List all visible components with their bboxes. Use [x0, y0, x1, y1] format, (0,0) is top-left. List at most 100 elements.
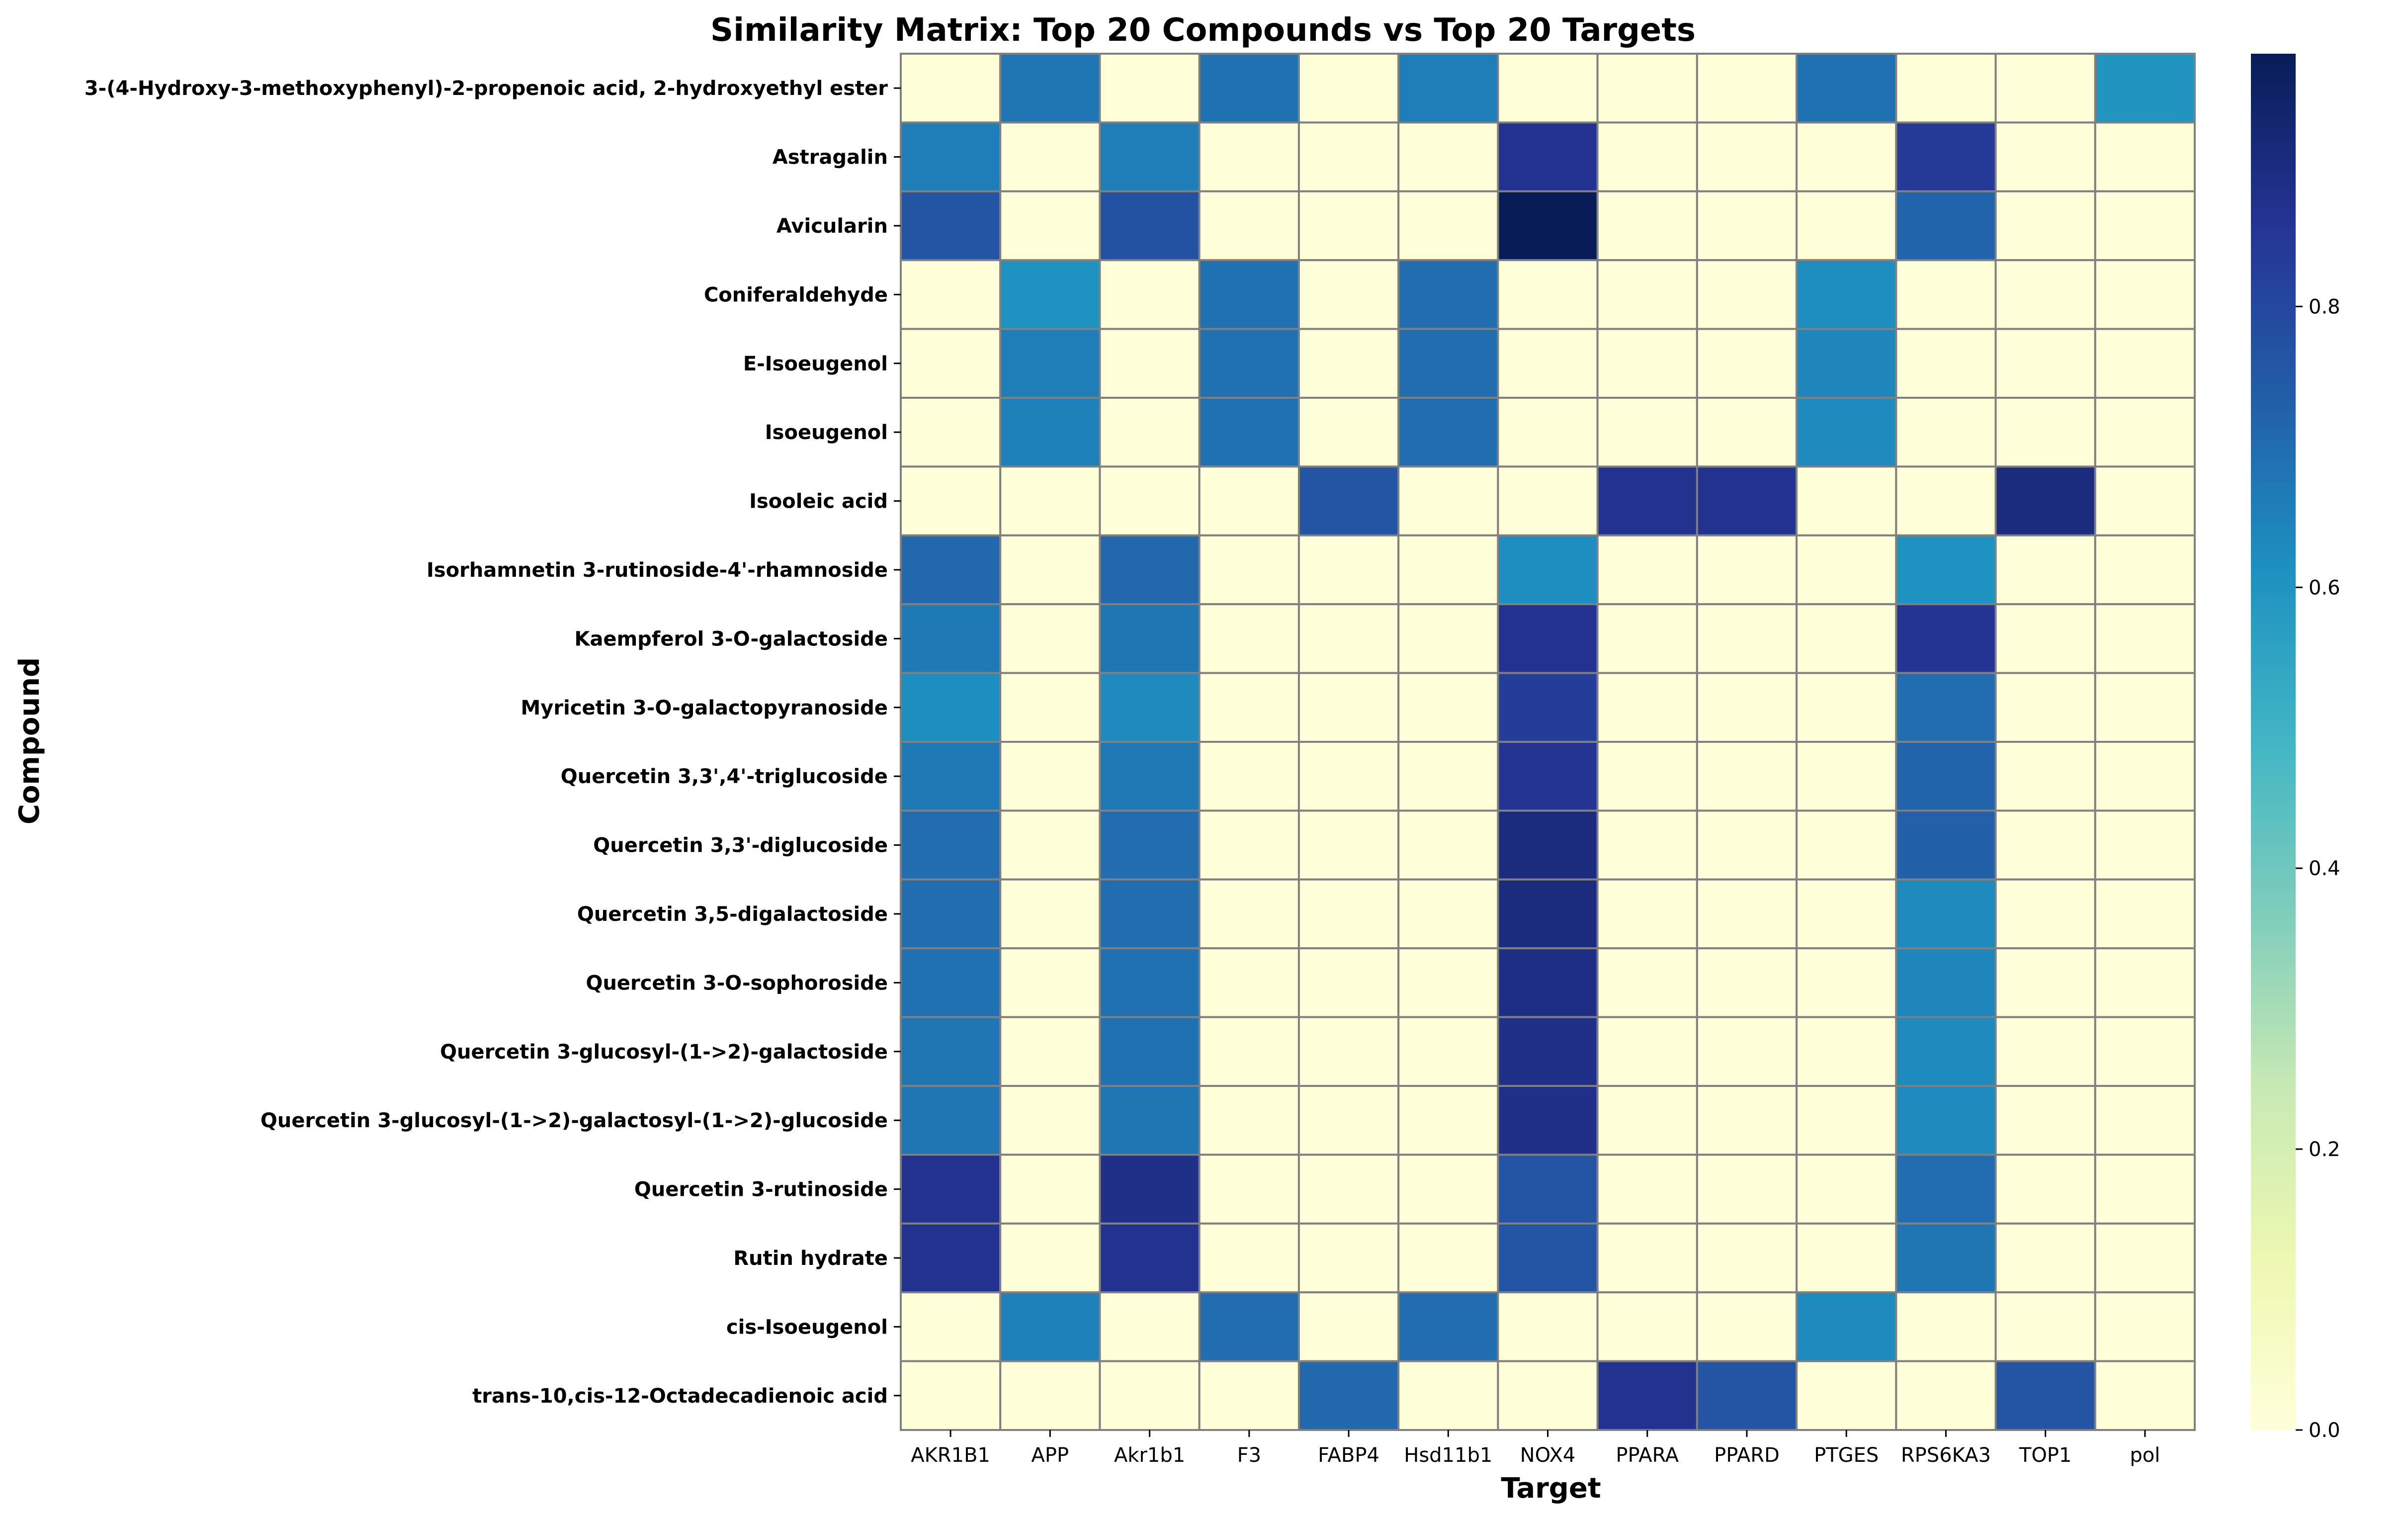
heatmap-cell	[999, 259, 1101, 330]
x-tick-label: F3	[1237, 1444, 1261, 1467]
y-tick-label: Isorhamnetin 3-rutinoside-4'-rhamnoside	[427, 559, 888, 582]
heatmap-cell	[1994, 534, 2096, 606]
heatmap-cell	[1596, 741, 1698, 812]
heatmap-cell	[1497, 1360, 1599, 1431]
heatmap-cell	[1397, 1016, 1499, 1087]
heatmap-cell	[999, 328, 1101, 399]
heatmap-cell	[1099, 1291, 1201, 1362]
heatmap-cell	[1994, 603, 2096, 674]
heatmap-cell	[999, 878, 1101, 950]
heatmap-cell	[1796, 603, 1897, 674]
heatmap-cell	[1994, 328, 2096, 399]
heatmap-cell	[1895, 947, 1997, 1018]
y-tick-label: Quercetin 3,3'-diglucoside	[593, 834, 888, 857]
heatmap-cell	[900, 878, 1002, 950]
heatmap-cell	[1198, 1222, 1300, 1294]
heatmap-cell	[1796, 1291, 1897, 1362]
y-tick-label: Quercetin 3-glucosyl-(1->2)-galactosyl-(…	[260, 1109, 888, 1132]
heatmap-cell	[1696, 190, 1798, 262]
heatmap-cell	[1297, 1085, 1400, 1156]
heatmap-cell	[1994, 1291, 2096, 1362]
heatmap-cell	[1895, 190, 1997, 262]
heatmap-cell	[1099, 1154, 1201, 1225]
heatmap-cell	[1994, 190, 2096, 262]
y-tick-label: trans-10,cis-12-Octadecadienoic acid	[472, 1385, 888, 1408]
heatmap-cell	[1994, 672, 2096, 743]
heatmap-cell	[1895, 809, 1997, 881]
heatmap-cell	[1099, 190, 1201, 262]
x-tick-label: TOP1	[2019, 1444, 2072, 1467]
heatmap-cell	[1796, 878, 1897, 950]
x-axis-label: Target	[1501, 1472, 1601, 1505]
y-axis-label: Compound	[13, 657, 46, 824]
heatmap-cell	[1596, 1016, 1698, 1087]
heatmap-cell	[999, 397, 1101, 468]
heatmap-cell	[900, 947, 1002, 1018]
heatmap-cell	[1099, 534, 1201, 606]
y-tick-label: Coniferaldehyde	[704, 283, 888, 306]
heatmap-cell	[1696, 672, 1798, 743]
heatmap-cell	[999, 741, 1101, 812]
heatmap-cell	[1198, 53, 1300, 124]
heatmap-cell	[1099, 741, 1201, 812]
heatmap-cell	[1696, 878, 1798, 950]
heatmap-cell	[1297, 1360, 1400, 1431]
heatmap-cell	[1596, 1222, 1698, 1294]
heatmap-cell	[1297, 603, 1400, 674]
heatmap-cell	[1497, 259, 1599, 330]
chart-title: Similarity Matrix: Top 20 Compounds vs T…	[710, 12, 1696, 49]
heatmap-cell	[1397, 190, 1499, 262]
heatmap-cell	[1895, 603, 1997, 674]
heatmap-cell	[1596, 328, 1698, 399]
heatmap-cell	[2094, 603, 2196, 674]
heatmap-cell	[1297, 397, 1400, 468]
heatmap-cell	[900, 1222, 1002, 1294]
heatmap-cell	[999, 1085, 1101, 1156]
y-tick-label: 3-(4-Hydroxy-3-methoxyphenyl)-2-propenoi…	[85, 77, 888, 100]
x-tick-label: NOX4	[1520, 1444, 1576, 1467]
heatmap-cell	[1994, 878, 2096, 950]
heatmap-cell	[1497, 1016, 1599, 1087]
heatmap-cell	[1596, 397, 1698, 468]
heatmap-cell	[1994, 397, 2096, 468]
heatmap-cell	[1796, 190, 1897, 262]
heatmap-cell	[900, 1154, 1002, 1225]
y-tick-label: Quercetin 3,3',4'-triglucoside	[561, 765, 888, 788]
heatmap-cell	[1895, 1222, 1997, 1294]
heatmap-cell	[1796, 672, 1897, 743]
heatmap-cell	[1198, 741, 1300, 812]
heatmap-cell	[2094, 741, 2196, 812]
heatmap-cell	[1198, 672, 1300, 743]
y-tick-label: Isoeugenol	[765, 421, 888, 444]
heatmap-cell	[1596, 259, 1698, 330]
x-tick-label: RPS6KA3	[1901, 1444, 1991, 1467]
heatmap-cell	[1297, 672, 1400, 743]
heatmap-cell	[1696, 603, 1798, 674]
heatmap-cell	[1994, 1154, 2096, 1225]
heatmap-cell	[1895, 465, 1997, 536]
x-tick-label: APP	[1032, 1444, 1069, 1467]
heatmap-cell	[999, 947, 1101, 1018]
heatmap-cell	[1297, 534, 1400, 606]
heatmap-cell	[1895, 397, 1997, 468]
y-tick-label: Quercetin 3-O-sophoroside	[586, 972, 888, 994]
heatmap-cell	[1696, 121, 1798, 192]
heatmap-cell	[999, 603, 1101, 674]
heatmap-cell	[1198, 534, 1300, 606]
heatmap-cell	[1099, 259, 1201, 330]
heatmap-cell	[1994, 1085, 2096, 1156]
heatmap-cell	[1696, 1085, 1798, 1156]
heatmap-cell	[999, 465, 1101, 536]
heatmap-cell	[1994, 741, 2096, 812]
heatmap-cell	[1796, 1360, 1897, 1431]
heatmap-cell	[1297, 190, 1400, 262]
heatmap-cell	[1297, 1291, 1400, 1362]
heatmap-cell	[1497, 397, 1599, 468]
heatmap-cell	[1994, 1016, 2096, 1087]
heatmap-cell	[1099, 672, 1201, 743]
x-tick-label: FABP4	[1318, 1444, 1379, 1467]
heatmap-cell	[1297, 741, 1400, 812]
heatmap-cell	[1497, 1154, 1599, 1225]
heatmap-cell	[1895, 878, 1997, 950]
heatmap-cell	[1297, 1154, 1400, 1225]
